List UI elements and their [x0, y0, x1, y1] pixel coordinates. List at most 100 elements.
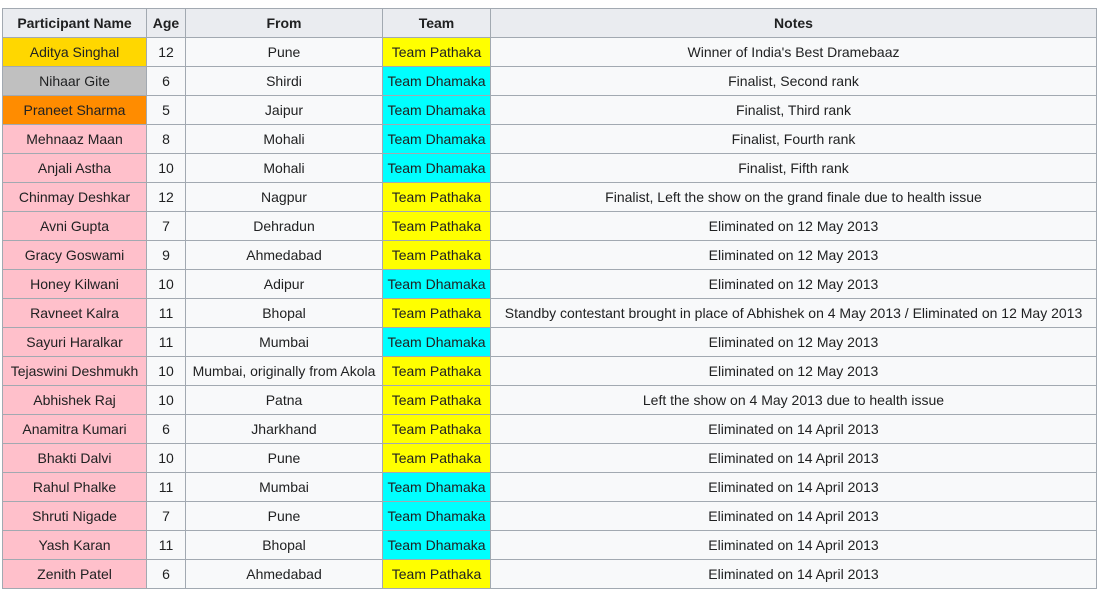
table-row: Tejaswini Deshmukh 10 Mumbai, originally…: [2, 356, 1097, 386]
notes-cell: Eliminated on 14 April 2013: [490, 472, 1097, 502]
notes-cell: Eliminated on 12 May 2013: [490, 269, 1097, 299]
team-cell: Team Dhamaka: [382, 95, 491, 125]
table-row: Aditya Singhal 12 Pune Team Pathaka Winn…: [2, 37, 1097, 67]
from-cell: Shirdi: [185, 66, 383, 96]
team-cell: Team Pathaka: [382, 182, 491, 212]
column-header-participant-name: Participant Name: [2, 8, 147, 38]
participant-name-cell: Aditya Singhal: [2, 37, 147, 67]
notes-cell: Eliminated on 14 April 2013: [490, 414, 1097, 444]
participant-name-cell: Anjali Astha: [2, 153, 147, 183]
notes-cell: Eliminated on 12 May 2013: [490, 240, 1097, 270]
table-row: Abhishek Raj 10 Patna Team Pathaka Left …: [2, 385, 1097, 415]
participant-name-cell: Mehnaaz Maan: [2, 124, 147, 154]
participant-name-cell: Praneet Sharma: [2, 95, 147, 125]
from-cell: Jharkhand: [185, 414, 383, 444]
notes-cell: Eliminated on 14 April 2013: [490, 443, 1097, 473]
from-cell: Adipur: [185, 269, 383, 299]
table-row: Zenith Patel 6 Ahmedabad Team Pathaka El…: [2, 559, 1097, 589]
table-row: Rahul Phalke 11 Mumbai Team Dhamaka Elim…: [2, 472, 1097, 502]
notes-cell: Eliminated on 12 May 2013: [490, 211, 1097, 241]
team-cell: Team Dhamaka: [382, 327, 491, 357]
from-cell: Mumbai, originally from Akola: [185, 356, 383, 386]
notes-cell: Eliminated on 12 May 2013: [490, 327, 1097, 357]
age-cell: 5: [146, 95, 186, 125]
table-row: Nihaar Gite 6 Shirdi Team Dhamaka Finali…: [2, 66, 1097, 96]
notes-cell: Finalist, Fifth rank: [490, 153, 1097, 183]
column-header-notes: Notes: [490, 8, 1097, 38]
from-cell: Pune: [185, 501, 383, 531]
participant-name-cell: Zenith Patel: [2, 559, 147, 589]
team-cell: Team Pathaka: [382, 414, 491, 444]
team-cell: Team Pathaka: [382, 385, 491, 415]
table-row: Avni Gupta 7 Dehradun Team Pathaka Elimi…: [2, 211, 1097, 241]
team-cell: Team Pathaka: [382, 559, 491, 589]
from-cell: Pune: [185, 443, 383, 473]
age-cell: 8: [146, 124, 186, 154]
team-cell: Team Pathaka: [382, 37, 491, 67]
age-cell: 12: [146, 37, 186, 67]
notes-cell: Finalist, Fourth rank: [490, 124, 1097, 154]
table-header: Participant Name Age From Team Notes: [2, 8, 1097, 38]
participant-name-cell: Yash Karan: [2, 530, 147, 560]
from-cell: Mumbai: [185, 327, 383, 357]
table-row: Praneet Sharma 5 Jaipur Team Dhamaka Fin…: [2, 95, 1097, 125]
participant-name-cell: Honey Kilwani: [2, 269, 147, 299]
from-cell: Mohali: [185, 153, 383, 183]
from-cell: Ahmedabad: [185, 240, 383, 270]
notes-cell: Finalist, Left the show on the grand fin…: [490, 182, 1097, 212]
age-cell: 10: [146, 356, 186, 386]
notes-cell: Eliminated on 14 April 2013: [490, 501, 1097, 531]
table-body: Aditya Singhal 12 Pune Team Pathaka Winn…: [2, 37, 1097, 589]
from-cell: Pune: [185, 37, 383, 67]
age-cell: 6: [146, 66, 186, 96]
team-cell: Team Dhamaka: [382, 530, 491, 560]
age-cell: 11: [146, 298, 186, 328]
table-row: Ravneet Kalra 11 Bhopal Team Pathaka Sta…: [2, 298, 1097, 328]
from-cell: Nagpur: [185, 182, 383, 212]
column-header-from: From: [185, 8, 383, 38]
age-cell: 7: [146, 211, 186, 241]
table-row: Anjali Astha 10 Mohali Team Dhamaka Fina…: [2, 153, 1097, 183]
participant-name-cell: Ravneet Kalra: [2, 298, 147, 328]
participant-name-cell: Avni Gupta: [2, 211, 147, 241]
table-row: Chinmay Deshkar 12 Nagpur Team Pathaka F…: [2, 182, 1097, 212]
from-cell: Mumbai: [185, 472, 383, 502]
header-row: Participant Name Age From Team Notes: [2, 8, 1097, 38]
participant-name-cell: Tejaswini Deshmukh: [2, 356, 147, 386]
from-cell: Ahmedabad: [185, 559, 383, 589]
team-cell: Team Dhamaka: [382, 153, 491, 183]
from-cell: Mohali: [185, 124, 383, 154]
age-cell: 9: [146, 240, 186, 270]
age-cell: 11: [146, 472, 186, 502]
from-cell: Bhopal: [185, 530, 383, 560]
participant-name-cell: Shruti Nigade: [2, 501, 147, 531]
table-row: Gracy Goswami 9 Ahmedabad Team Pathaka E…: [2, 240, 1097, 270]
participants-table: Participant Name Age From Team Notes Adi…: [2, 8, 1097, 589]
age-cell: 7: [146, 501, 186, 531]
table-row: Bhakti Dalvi 10 Pune Team Pathaka Elimin…: [2, 443, 1097, 473]
notes-cell: Winner of India's Best Dramebaaz: [490, 37, 1097, 67]
notes-cell: Standby contestant brought in place of A…: [490, 298, 1097, 328]
notes-cell: Left the show on 4 May 2013 due to healt…: [490, 385, 1097, 415]
from-cell: Patna: [185, 385, 383, 415]
team-cell: Team Pathaka: [382, 443, 491, 473]
participant-name-cell: Abhishek Raj: [2, 385, 147, 415]
age-cell: 10: [146, 443, 186, 473]
team-cell: Team Dhamaka: [382, 501, 491, 531]
notes-cell: Eliminated on 12 May 2013: [490, 356, 1097, 386]
notes-cell: Eliminated on 14 April 2013: [490, 559, 1097, 589]
age-cell: 11: [146, 327, 186, 357]
age-cell: 6: [146, 414, 186, 444]
team-cell: Team Dhamaka: [382, 124, 491, 154]
participant-name-cell: Sayuri Haralkar: [2, 327, 147, 357]
participant-name-cell: Chinmay Deshkar: [2, 182, 147, 212]
table-row: Shruti Nigade 7 Pune Team Dhamaka Elimin…: [2, 501, 1097, 531]
table-row: Anamitra Kumari 6 Jharkhand Team Pathaka…: [2, 414, 1097, 444]
participant-name-cell: Nihaar Gite: [2, 66, 147, 96]
notes-cell: Eliminated on 14 April 2013: [490, 530, 1097, 560]
table-row: Mehnaaz Maan 8 Mohali Team Dhamaka Final…: [2, 124, 1097, 154]
from-cell: Jaipur: [185, 95, 383, 125]
from-cell: Bhopal: [185, 298, 383, 328]
team-cell: Team Dhamaka: [382, 66, 491, 96]
